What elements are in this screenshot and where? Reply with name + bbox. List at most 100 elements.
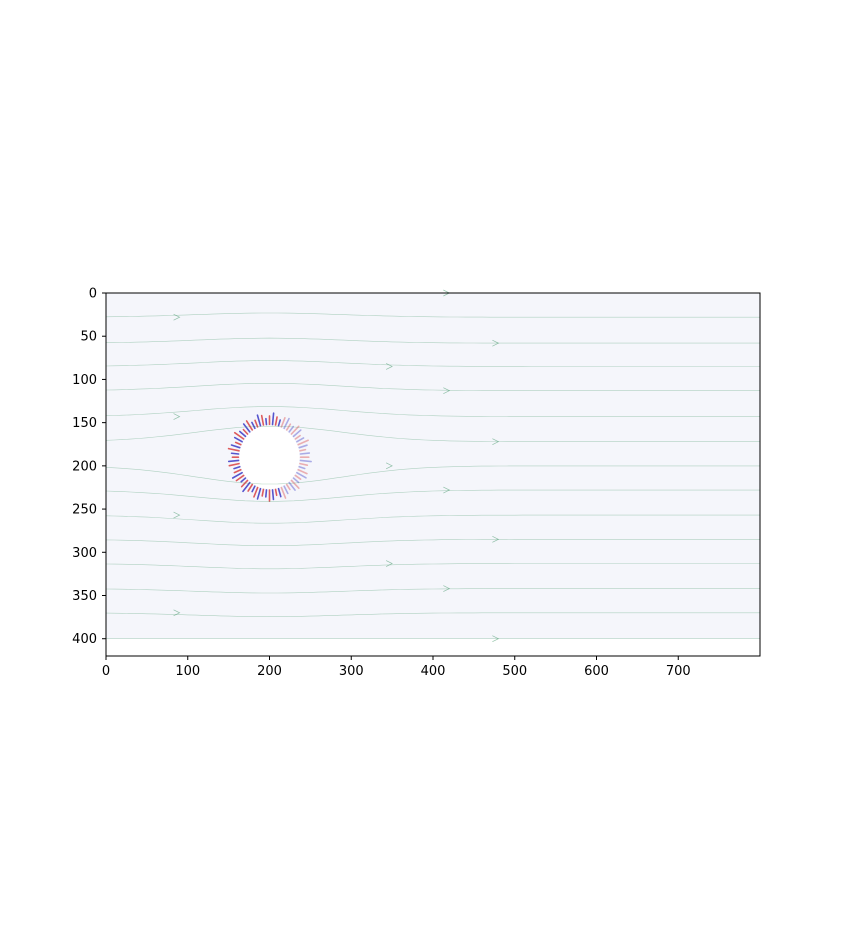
x-tick-label: 400 (421, 664, 446, 679)
vorticity-streak (283, 417, 290, 430)
vorticity-streak (298, 465, 306, 470)
y-tick-label: 300 (72, 546, 97, 561)
streamline (105, 588, 760, 594)
vorticity-streak (230, 452, 240, 455)
streamline (105, 360, 760, 367)
vorticity-field-background (106, 293, 760, 639)
x-tick-label: 200 (257, 664, 282, 679)
vorticity-streak (253, 486, 259, 498)
x-tick-label: 600 (584, 664, 609, 679)
vorticity-streak (240, 477, 247, 483)
streamline-arrow (173, 413, 181, 420)
vorticity-streak (242, 423, 251, 433)
vorticity-streak (296, 471, 307, 479)
streamline-arrow (492, 635, 500, 643)
vorticity-streak (260, 414, 265, 426)
vorticity-streak (256, 414, 262, 427)
vorticity-streak (280, 486, 287, 499)
vorticity-streak (235, 474, 245, 482)
vorticity-streak (239, 430, 247, 438)
streamline-arrow (385, 560, 393, 567)
vorticity-streak (294, 474, 302, 480)
streamline (105, 383, 760, 391)
streamline (105, 539, 760, 546)
vorticity-streak (240, 479, 249, 488)
obstacle-vorticity-ring (227, 412, 312, 502)
vorticity-streak (299, 452, 311, 455)
vorticity-streak (265, 417, 268, 426)
vorticity-streak (233, 468, 242, 474)
streamline (105, 514, 760, 524)
vorticity-streak (294, 434, 301, 440)
vorticity-streak (234, 441, 242, 446)
vorticity-streak (299, 459, 312, 463)
vorticity-streak (233, 431, 245, 440)
plot-area (105, 289, 760, 643)
streamline (105, 465, 760, 485)
y-tick-label: 150 (72, 416, 97, 431)
vorticity-streak (292, 429, 302, 438)
streamline-arrow (173, 609, 181, 617)
vorticity-streak (227, 459, 240, 463)
vorticity-streak (230, 444, 241, 449)
obstacle-interior (239, 425, 300, 490)
x-axis: 0 100 200 300 400 500 600 700 (102, 656, 691, 679)
vorticity-streak (285, 483, 291, 491)
vorticity-streak (256, 487, 262, 500)
y-tick-label: 200 (72, 459, 97, 474)
vorticity-streak (288, 481, 296, 491)
vorticity-streak (247, 483, 254, 492)
vorticity-streak (297, 439, 309, 446)
vorticity-streak (290, 425, 300, 435)
streamline-arrow (443, 486, 451, 494)
y-tick-label: 350 (72, 589, 97, 604)
streamline (105, 489, 760, 502)
vorticity-streak (292, 477, 300, 484)
vorticity-streak (280, 417, 286, 428)
vorticity-streak (254, 419, 259, 428)
vorticity-streak (227, 447, 240, 452)
vorticity-streak (233, 436, 243, 443)
x-tick-label: 100 (175, 664, 200, 679)
vorticity-streak (285, 423, 292, 431)
vorticity-streak (265, 489, 268, 498)
vorticity-streak (299, 448, 307, 452)
x-tick-label: 500 (502, 664, 527, 679)
streamline-arrow (385, 363, 393, 370)
y-tick-label: 50 (80, 330, 97, 345)
y-tick-label: 100 (72, 373, 97, 388)
streamline-arrow (492, 536, 500, 543)
vorticity-streak (290, 479, 300, 490)
x-tick-label: 700 (666, 664, 691, 679)
streamline (105, 337, 760, 344)
streamline-arrow (443, 387, 451, 394)
streamline (105, 425, 760, 442)
vorticity-streak (228, 462, 240, 467)
streamline-arrow (443, 585, 451, 592)
y-tick-label: 250 (72, 503, 97, 518)
y-tick-label: 0 (89, 287, 97, 302)
streamline (105, 312, 760, 318)
vorticity-streak (231, 471, 243, 479)
streamline-arrow (385, 462, 393, 470)
streamline-arrow (173, 511, 181, 519)
vorticity-streak (296, 437, 305, 443)
vorticity-streak (251, 485, 256, 493)
vorticity-streak (288, 425, 295, 433)
streamline-arrow (492, 438, 500, 445)
streamline-arrow (492, 339, 500, 347)
vorticity-streak (271, 412, 275, 426)
vorticity-streak (242, 428, 249, 435)
streamline-arrow (173, 313, 181, 321)
y-tick-label: 400 (72, 632, 97, 647)
vorticity-streak (297, 468, 308, 475)
vorticity-streak (277, 419, 281, 427)
vorticity-streak (298, 444, 308, 449)
vorticity-streak (242, 481, 251, 493)
vorticity-streak (233, 465, 241, 470)
x-tick-label: 0 (102, 664, 110, 679)
vorticity-streak (245, 420, 254, 431)
x-tick-label: 300 (339, 664, 364, 679)
vorticity-streak (274, 416, 278, 426)
